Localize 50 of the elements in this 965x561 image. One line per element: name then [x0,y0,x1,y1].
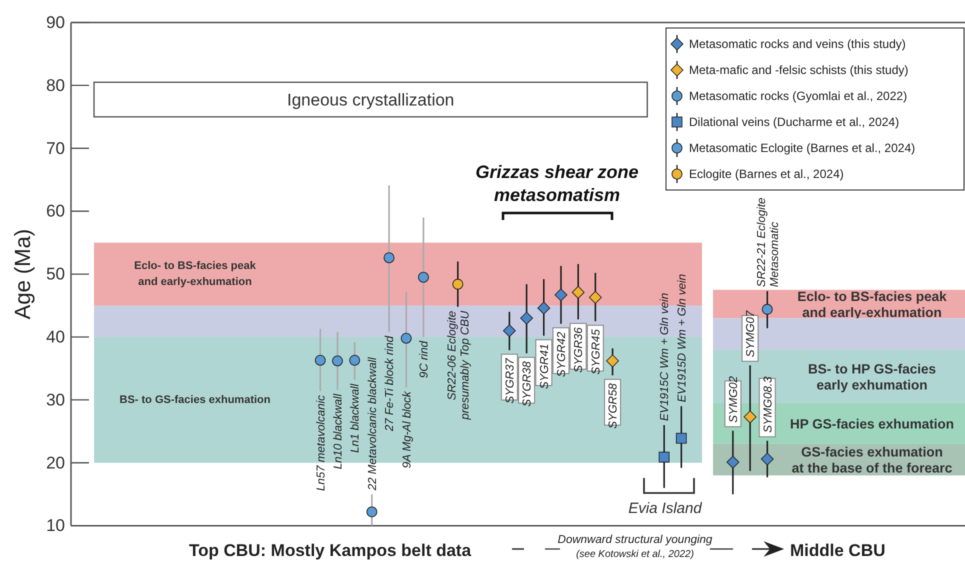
y-tick-label: 30 [46,390,65,410]
legend-label: Metasomatic rocks (Gyomlai et al., 2022) [689,89,908,103]
y-tick-label: 80 [46,76,65,95]
annotation: EV1915C Wm + Gln vein [659,292,672,422]
annotation: EV1915D Wm + Gln vein [676,274,688,402]
y-tick-label: 50 [46,264,65,284]
legend-label: Eclogite (Barnes et al., 2024) [689,167,844,181]
text: Middle CBU [790,541,886,560]
y-tick-label: 60 [46,202,65,221]
legend-label: Dilational veins (Ducharme et al., 2024) [689,115,900,129]
annotation: Ln1 blackwall [350,383,362,453]
annotation: SYGR45 [590,328,602,375]
legend-label: Metasomatic rocks and veins (this study) [689,37,906,51]
legend-label: Meta-mafic and -felsic schists (this study) [689,63,908,77]
y-tick-label: 70 [46,138,65,158]
annotation: SYGR38 [522,360,534,407]
annotation: Evia Island [628,500,702,517]
band-label: Igneous crystallization [287,90,454,110]
annotation: Ln10 blackwall [332,393,344,470]
band-label: BS- to GS-facies exhumation [120,394,271,406]
band-label: Eclo- to BS-facies peak and early-exhumation [797,288,948,320]
y-tick-label: 40 [46,328,65,346]
y-tick-label: 20 [46,453,65,472]
text: Downward structural younging [558,534,713,546]
annotation: SYGR58 [608,382,620,429]
annotation: SYMG08.3 [762,376,774,433]
annotation: SYGR42 [556,331,568,378]
annotation: SR22-21 Eclogite Metasomatic [756,198,781,288]
annotation: SR22-06 Eclogite presumably Top CBU [446,310,472,421]
band-label: Eclo- to BS-facies peak and early-exhumation [134,260,257,288]
y-axis-title: Age (Ma) [10,228,35,320]
annotation: 9C rind [418,340,430,378]
y-tick-label: 90 [46,13,65,32]
annotation: 27 Fe-Ti block rind [384,335,396,432]
annotation: Grizzas shear zone metasomatism [475,162,639,205]
text: (see Kotowski et al., 2022) [576,549,694,560]
annotation: 22 Metavolcanic blackwall [366,356,379,492]
annotation: SYMG02 [728,375,740,423]
annotation: 9A Mg-Al block [401,390,414,468]
annotation: SYGR36 [573,326,586,373]
annotation: SYGR41 [538,344,551,390]
annotation: SYMG07 [745,310,758,358]
band-label: GS-facies exhumation at the base of the forearc [792,444,953,476]
y-tick-label: 10 [46,516,65,536]
band-label: HP GS-facies exhumation [790,416,954,431]
band-label: BS- to HP GS-facies early exhumation [808,360,936,392]
legend-label: Metasomatic Eclogite (Barnes et al., 2024) [689,141,916,155]
x-axis-title: Top CBU: Mostly Kampos belt data [188,541,472,560]
annotation: SYGR37 [504,358,516,404]
annotation: Ln57 metavolcanic [315,394,328,491]
